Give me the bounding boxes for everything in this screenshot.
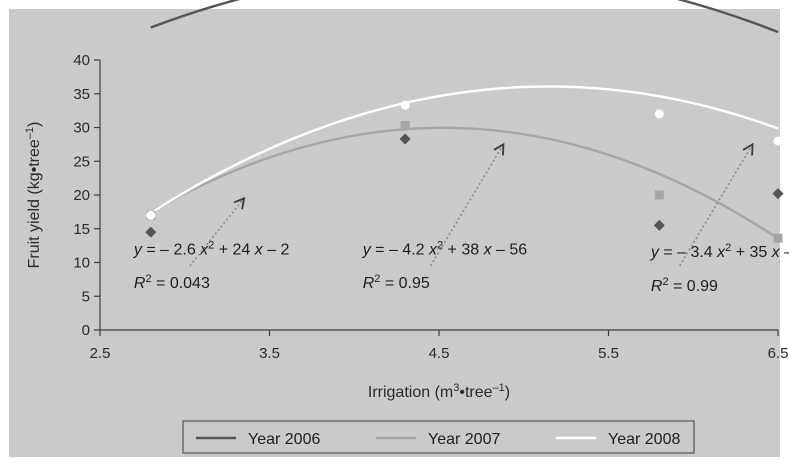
data-point-series-1 [772,188,784,200]
fit-curves [150,0,779,240]
data-point-series-3 [146,210,156,220]
data-point-series-2 [654,190,664,200]
y-axis-title: Fruit yield (kg•tree–1) [24,122,43,269]
y-tick-label: 15 [73,221,90,238]
y-tick-label: 40 [73,52,90,69]
equation-label-3: y = – 3.4 x2 + 35 x – 54 [650,242,789,261]
y-tick-label: 25 [73,153,90,170]
x-tick-label: 3.5 [259,345,280,362]
y-tick-label: 20 [73,187,90,204]
annotation-arrow-2-head [493,142,505,156]
annotation-arrow-1 [189,197,245,267]
axes: 0 5 10 15 20 25 30 35 40 2.5 3.5 4.5 5.5 6.5 [73,52,788,362]
x-axis-ticks: 2.5 3.5 4.5 5.5 6.5 [90,330,789,362]
annotation-arrow-2 [429,143,505,267]
data-point-series-2 [773,233,783,243]
data-point-series-1 [653,219,665,231]
x-axis-title: Irrigation (m3•tree–1) [368,382,510,401]
x-tick-label: 2.5 [90,345,111,362]
r2-label-2: R2 = 0.95 [363,273,430,292]
x-tick-label: 5.5 [598,345,619,362]
legend-box [182,420,695,454]
data-point-series-1 [145,226,157,238]
annotation-arrow-1-head [233,196,246,210]
y-tick-label: 5 [82,288,90,305]
x-tick-label: 6.5 [768,345,789,362]
x-tick-label: 4.5 [429,345,450,362]
annotation-arrow-3-head [742,142,754,156]
data-points [145,100,784,243]
r2-label-1: R2 = 0.043 [134,273,210,292]
y-axis-ticks: 0 5 10 15 20 25 30 35 40 [73,52,100,339]
fit-curve-3 [150,85,779,214]
legend-label-3: Year 2008 [608,431,680,448]
r2-label-3: R2 = 0.99 [651,276,718,295]
legend-label-2: Year 2007 [428,431,500,448]
annotation-arrow-3 [679,143,754,267]
regression-annotations: y = – 2.6 x2 + 24 x – 2 R2 = 0.043 y = – 4… [133,142,789,295]
equation-label-2: y = – 4.2 x2 + 38 x – 56 [362,239,528,258]
data-point-series-3 [400,100,410,110]
equation-label-1: y = – 2.6 x2 + 24 x – 2 [133,239,290,258]
y-tick-label: 0 [82,322,90,339]
legend: Year 2006 Year 2007 Year 2008 [182,420,695,454]
fit-curve-2 [150,126,779,240]
data-point-series-1 [399,133,411,145]
data-point-series-2 [400,120,410,130]
chart-background [9,9,780,457]
y-tick-label: 30 [73,120,90,137]
y-tick-label: 10 [73,255,90,272]
data-point-series-3 [773,136,783,146]
data-point-series-3 [654,109,664,119]
legend-label-1: Year 2006 [248,431,320,448]
y-tick-label: 35 [73,86,90,103]
